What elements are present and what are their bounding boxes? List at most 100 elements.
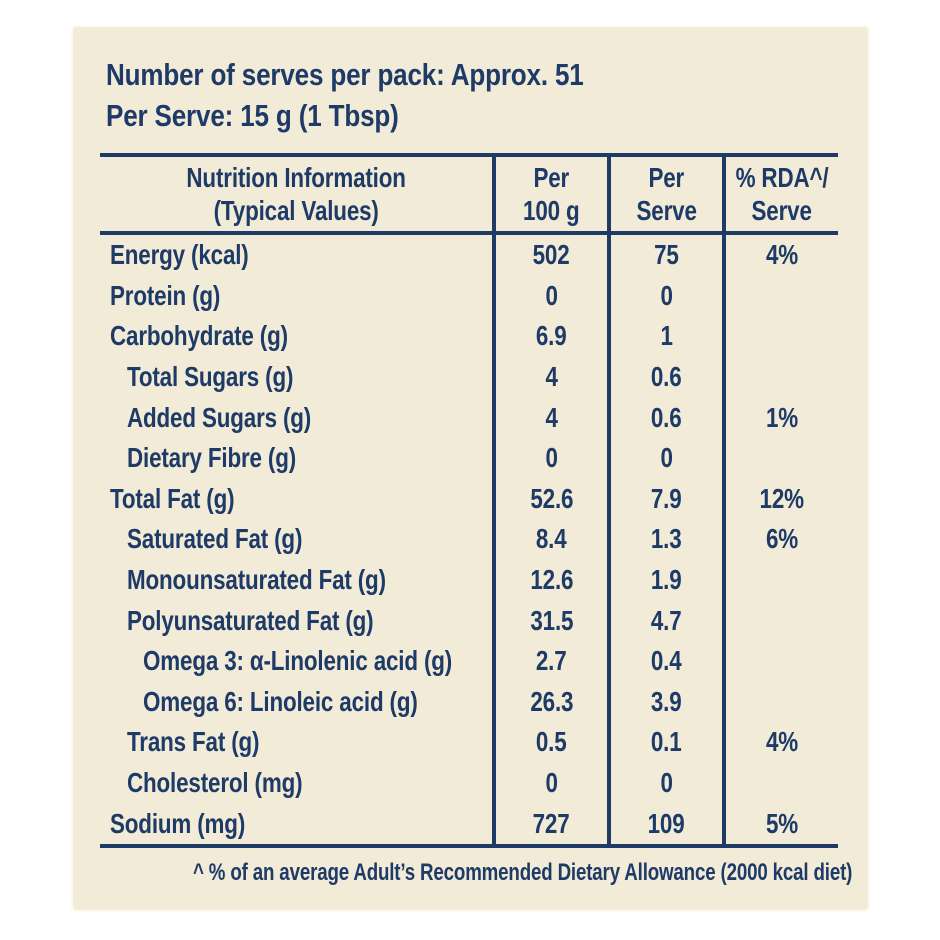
row-label: Trans Fat (g) [100, 722, 492, 763]
col-header-per-100g-line2: 100 g [523, 195, 580, 226]
row-label: Total Sugars (g) [100, 357, 492, 398]
row-label-text: Added Sugars (g) [127, 401, 312, 433]
value-rda-serve: 4% [722, 235, 838, 276]
value-rda-serve [722, 681, 838, 723]
value-rda-serve: 12% [722, 478, 838, 520]
value-per-serve: 0.6 [607, 397, 722, 438]
value-per-serve: 0 [607, 437, 722, 479]
value-per-100g: 2.7 [492, 640, 607, 682]
value-rda-serve-text: 4% [765, 726, 799, 758]
row-label-text: Sodium (mg) [110, 807, 246, 839]
value-per-serve: 0 [607, 762, 722, 804]
value-per-100g-text: 26.3 [530, 685, 573, 717]
value-rda-serve [722, 275, 838, 317]
pack-serves-label: Number of serves per pack: Approx. 51 [106, 57, 584, 92]
row-label-text: Trans Fat (g) [127, 726, 260, 758]
value-per-serve: 75 [607, 235, 722, 276]
value-per-100g-text: 2.7 [536, 645, 567, 677]
value-per-serve: 4.7 [607, 600, 722, 641]
value-per-serve: 0.6 [607, 356, 722, 398]
row-label: Sodium (mg) [100, 803, 492, 844]
col-header-nutrition-line2: (Typical Values) [213, 195, 379, 226]
nutrition-label-panel: Number of serves per pack: Approx. 51 Pe… [73, 27, 868, 910]
value-rda-serve-text: 5% [765, 807, 799, 839]
value-rda-serve [722, 437, 838, 479]
value-per-100g-text: 6.9 [536, 320, 567, 352]
serve-size-text: Per Serve: 15 g (1 Tbsp) [106, 95, 675, 136]
row-label: Energy (kcal) [100, 235, 492, 276]
col-header-rda: % RDA^/ Serve [722, 157, 838, 235]
row-label-text: Carbohydrate (g) [110, 320, 288, 352]
value-per-100g-text: 4 [545, 361, 558, 393]
row-label-text: Omega 3: α-Linolenic acid (g) [143, 645, 453, 677]
row-label-text: Dietary Fibre (g) [127, 442, 297, 474]
value-per-100g-text: 502 [533, 239, 570, 271]
value-per-serve: 1.3 [607, 519, 722, 560]
value-per-100g: 727 [492, 803, 607, 844]
col-header-per-serve-line2: Serve [636, 195, 697, 226]
row-label: Added Sugars (g) [100, 397, 492, 438]
value-per-serve-text: 0 [660, 279, 673, 311]
pack-info: Number of serves per pack: Approx. 51 Pe… [106, 54, 675, 136]
value-per-100g-text: 0.5 [536, 726, 567, 758]
value-per-serve-text: 1 [660, 320, 673, 352]
value-rda-serve: 5% [722, 803, 838, 844]
value-per-serve-text: 1.3 [651, 523, 682, 555]
col-header-nutrition: Nutrition Information (Typical Values) [100, 157, 492, 235]
value-per-serve-text: 3.9 [651, 685, 682, 717]
row-label: Polyunsaturated Fat (g) [100, 600, 492, 641]
value-rda-serve-text: 1% [765, 401, 799, 433]
value-per-serve: 7.9 [607, 478, 722, 520]
value-per-100g: 52.6 [492, 478, 607, 520]
rda-footnote: ^ % of an average Adult’s Recommended Di… [100, 859, 852, 887]
col-header-nutrition-line1: Nutrition Information [186, 162, 406, 193]
serve-size-label: Per Serve: 15 g (1 Tbsp) [106, 98, 399, 133]
row-label: Protein (g) [100, 276, 492, 317]
value-per-serve: 0 [607, 275, 722, 317]
row-label: Cholesterol (mg) [100, 763, 492, 804]
value-per-serve-text: 0 [660, 767, 673, 799]
value-per-100g: 4 [492, 397, 607, 438]
row-label-text: Monounsaturated Fat (g) [127, 564, 386, 596]
value-per-100g-text: 8.4 [536, 523, 567, 555]
row-label-text: Total Fat (g) [110, 482, 235, 514]
value-per-100g: 0.5 [492, 722, 607, 763]
value-per-serve: 1 [607, 316, 722, 357]
row-label-text: Saturated Fat (g) [127, 523, 303, 555]
row-label: Monounsaturated Fat (g) [100, 560, 492, 601]
value-rda-serve [722, 356, 838, 398]
value-per-100g-text: 52.6 [530, 482, 573, 514]
value-per-serve: 109 [607, 803, 722, 844]
value-per-100g-text: 0 [545, 279, 558, 311]
value-per-100g-text: 12.6 [530, 564, 573, 596]
value-per-serve-text: 0.1 [651, 726, 682, 758]
value-per-100g: 0 [492, 275, 607, 317]
value-rda-serve-text: 6% [765, 523, 799, 555]
value-per-serve-text: 109 [648, 807, 685, 839]
rda-footnote-text: ^ % of an average Adult’s Recommended Di… [192, 859, 853, 886]
value-per-100g: 502 [492, 235, 607, 276]
value-per-100g: 0 [492, 437, 607, 479]
value-rda-serve [722, 762, 838, 804]
value-rda-serve-text: 4% [765, 239, 799, 271]
value-per-serve-text: 0.6 [651, 401, 682, 433]
value-per-serve: 1.9 [607, 559, 722, 601]
value-rda-serve: 4% [722, 722, 838, 763]
value-per-serve: 0.4 [607, 640, 722, 682]
col-header-per-100g-line1: Per [533, 162, 570, 193]
value-per-100g-text: 0 [545, 442, 558, 474]
value-per-serve-text: 75 [654, 239, 679, 271]
row-label-text: Energy (kcal) [110, 239, 249, 271]
value-per-100g-text: 0 [545, 767, 558, 799]
row-label: Saturated Fat (g) [100, 519, 492, 560]
col-header-rda-line2: Serve [751, 195, 813, 226]
value-rda-serve-text: 12% [759, 482, 805, 514]
value-rda-serve [722, 316, 838, 357]
value-per-serve-text: 1.9 [651, 564, 682, 596]
value-per-serve-text: 0.4 [651, 645, 682, 677]
row-label-text: Omega 6: Linoleic acid (g) [143, 685, 418, 717]
value-per-serve-text: 4.7 [651, 604, 682, 636]
value-per-100g: 6.9 [492, 316, 607, 357]
value-per-serve-text: 0 [660, 442, 673, 474]
value-per-100g: 4 [492, 356, 607, 398]
